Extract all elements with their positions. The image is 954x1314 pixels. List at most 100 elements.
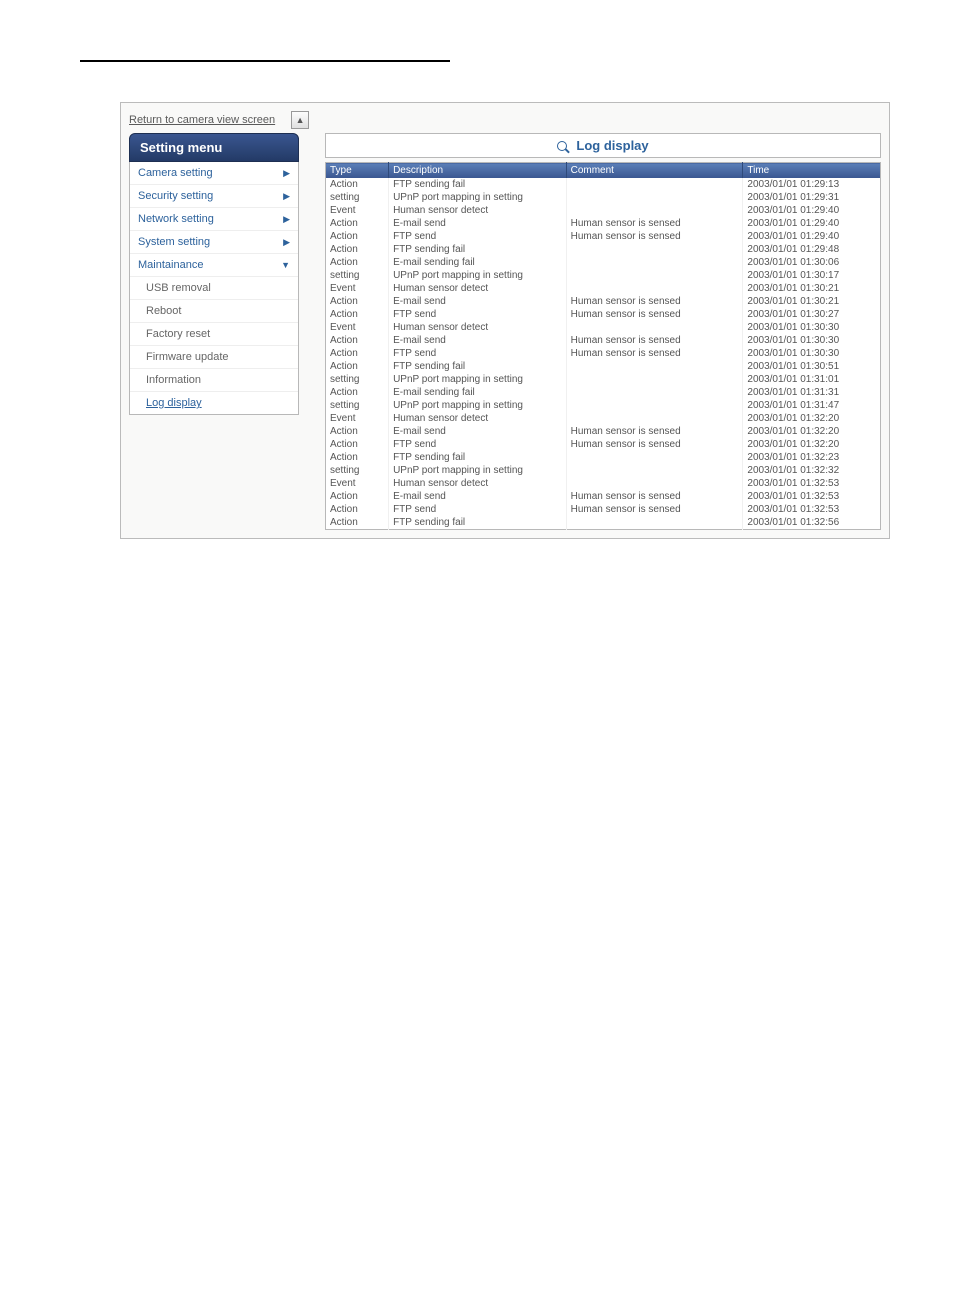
table-row: ActionFTP sendHuman sensor is sensed2003… (326, 503, 881, 516)
cell-comment (566, 373, 743, 386)
sidebar-item-label: Network setting (138, 213, 214, 225)
cell-comment (566, 243, 743, 256)
sidebar-item-label: Firmware update (146, 351, 229, 363)
col-header-type[interactable]: Type (326, 163, 389, 179)
panel-title-bar: Log display (325, 133, 881, 158)
table-header-row: Type Description Comment Time (326, 163, 881, 179)
cell-time: 2003/01/01 01:32:32 (743, 464, 881, 477)
cell-desc: Human sensor detect (389, 477, 567, 490)
cell-time: 2003/01/01 01:30:30 (743, 321, 881, 334)
sidebar-title: Setting menu (129, 133, 299, 162)
table-row: ActionFTP sending fail 2003/01/01 01:32:2… (326, 451, 881, 464)
cell-comment (566, 204, 743, 217)
sidebar-item-label: Log display (146, 397, 202, 409)
cell-desc: FTP sending fail (389, 360, 567, 373)
col-header-comment[interactable]: Comment (566, 163, 743, 179)
table-row: ActionE-mail sendHuman sensor is sensed2… (326, 217, 881, 230)
cell-comment: Human sensor is sensed (566, 503, 743, 516)
cell-comment: Human sensor is sensed (566, 438, 743, 451)
cell-comment: Human sensor is sensed (566, 425, 743, 438)
cell-comment: Human sensor is sensed (566, 308, 743, 321)
cell-comment (566, 464, 743, 477)
col-header-desc[interactable]: Description (389, 163, 567, 179)
log-table: Type Description Comment Time ActionFTP … (325, 162, 881, 530)
sidebar-sub-log-display[interactable]: Log display (130, 392, 298, 414)
sidebar-sub-usb-removal[interactable]: USB removal (130, 277, 298, 300)
cell-desc: FTP sending fail (389, 451, 567, 464)
sidebar-item-network[interactable]: Network setting ▶ (130, 208, 298, 231)
cell-comment (566, 191, 743, 204)
cell-desc: UPnP port mapping in setting (389, 399, 567, 412)
cell-time: 2003/01/01 01:30:21 (743, 295, 881, 308)
cell-time: 2003/01/01 01:29:48 (743, 243, 881, 256)
panel-title: Log display (576, 138, 648, 153)
return-link[interactable]: Return to camera view screen (129, 114, 275, 126)
cell-time: 2003/01/01 01:29:40 (743, 204, 881, 217)
cell-type: Action (326, 386, 389, 399)
table-row: settingUPnP port mapping in setting2003/… (326, 373, 881, 386)
col-header-time[interactable]: Time (743, 163, 881, 179)
cell-type: Action (326, 451, 389, 464)
cell-comment (566, 360, 743, 373)
sidebar-item-camera[interactable]: Camera setting ▶ (130, 162, 298, 185)
cell-desc: FTP send (389, 347, 567, 360)
sidebar-item-label: USB removal (146, 282, 211, 294)
table-row: ActionFTP sendHuman sensor is sensed2003… (326, 230, 881, 243)
chevron-right-icon: ▶ (283, 168, 290, 179)
cell-time: 2003/01/01 01:30:27 (743, 308, 881, 321)
sidebar-item-label: Factory reset (146, 328, 210, 340)
table-row: ActionFTP sending fail2003/01/01 01:29:1… (326, 178, 881, 191)
sidebar-sub-information[interactable]: Information (130, 369, 298, 392)
table-row: ActionFTP sendHuman sensor is sensed2003… (326, 347, 881, 360)
table-row: ActionE-mail sending fail2003/01/01 01:3… (326, 256, 881, 269)
cell-time: 2003/01/01 01:29:40 (743, 230, 881, 243)
table-row: EventHuman sensor detect2003/01/01 01:29… (326, 204, 881, 217)
sidebar-item-maintainance[interactable]: Maintainance ▼ (130, 254, 298, 277)
sidebar-item-label: Information (146, 374, 201, 386)
cell-time: 2003/01/01 01:32:23 (743, 451, 881, 464)
cell-comment (566, 412, 743, 425)
cell-comment (566, 399, 743, 412)
table-row: ActionE-mail sendHuman sensor is sensed2… (326, 490, 881, 503)
cell-desc: E-mail send (389, 425, 567, 438)
scroll-up-button[interactable]: ▲ (291, 111, 309, 129)
cell-type: setting (326, 191, 389, 204)
cell-type: Event (326, 477, 389, 490)
cell-comment (566, 269, 743, 282)
chevron-right-icon: ▶ (283, 191, 290, 202)
cell-desc: E-mail sending fail (389, 256, 567, 269)
cell-time: 2003/01/01 01:32:53 (743, 503, 881, 516)
cell-desc: FTP sending fail (389, 178, 567, 191)
sidebar-item-security[interactable]: Security setting ▶ (130, 185, 298, 208)
sidebar-sub-factory-reset[interactable]: Factory reset (130, 323, 298, 346)
cell-desc: Human sensor detect (389, 282, 567, 295)
sidebar: Setting menu Camera setting ▶ Security s… (129, 133, 299, 415)
cell-comment: Human sensor is sensed (566, 230, 743, 243)
cell-type: setting (326, 373, 389, 386)
cell-desc: UPnP port mapping in setting (389, 464, 567, 477)
cell-comment (566, 386, 743, 399)
cell-desc: E-mail sending fail (389, 386, 567, 399)
sidebar-menu: Camera setting ▶ Security setting ▶ Netw… (129, 162, 299, 415)
cell-desc: Human sensor detect (389, 321, 567, 334)
cell-desc: FTP send (389, 438, 567, 451)
cell-time: 2003/01/01 01:29:31 (743, 191, 881, 204)
table-row: ActionFTP sending fail2003/01/01 01:29:4… (326, 243, 881, 256)
cell-desc: UPnP port mapping in setting (389, 191, 567, 204)
sidebar-item-label: Reboot (146, 305, 181, 317)
section-divider (80, 60, 450, 62)
cell-time: 2003/01/01 01:32:53 (743, 490, 881, 503)
sidebar-item-label: System setting (138, 236, 210, 248)
sidebar-sub-reboot[interactable]: Reboot (130, 300, 298, 323)
app-window: Return to camera view screen ▲ Setting m… (120, 102, 890, 539)
cell-type: Action (326, 503, 389, 516)
table-row: ActionE-mail sendHuman sensor is sensed2… (326, 334, 881, 347)
cell-comment (566, 256, 743, 269)
chevron-down-icon: ▼ (281, 260, 290, 270)
sidebar-item-system[interactable]: System setting ▶ (130, 231, 298, 254)
sidebar-sub-firmware-update[interactable]: Firmware update (130, 346, 298, 369)
cell-type: Action (326, 360, 389, 373)
cell-desc: E-mail send (389, 295, 567, 308)
cell-type: setting (326, 464, 389, 477)
sidebar-item-label: Maintainance (138, 259, 203, 271)
